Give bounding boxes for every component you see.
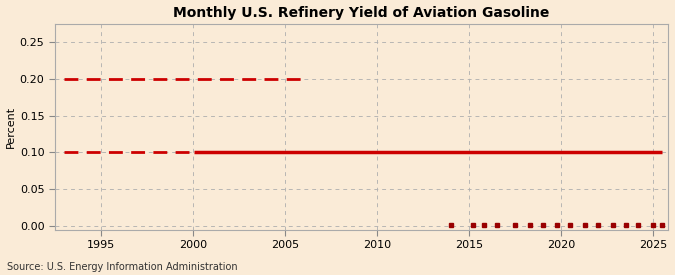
Text: Source: U.S. Energy Information Administration: Source: U.S. Energy Information Administ… [7, 262, 238, 272]
Y-axis label: Percent: Percent [5, 106, 16, 148]
Title: Monthly U.S. Refinery Yield of Aviation Gasoline: Monthly U.S. Refinery Yield of Aviation … [173, 6, 549, 20]
